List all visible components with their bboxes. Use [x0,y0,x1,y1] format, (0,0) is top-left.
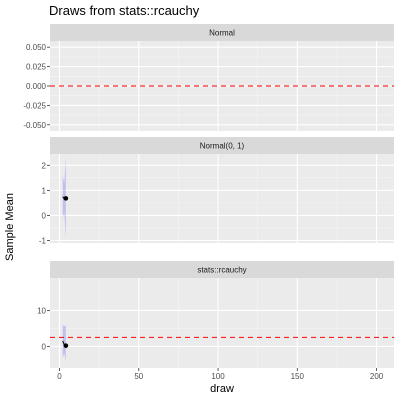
facet-strip [50,261,394,278]
facet-strip [50,137,394,154]
y-tick-label: 0.000 [26,82,47,91]
confidence-ribbon [62,324,66,361]
x-tick-label: 150 [291,372,305,381]
y-tick-label: 0.025 [26,63,47,72]
data-point [63,343,69,348]
facet-strip-label: stats::rcauchy [197,266,246,275]
y-tick-label: 0.050 [26,43,47,52]
y-tick-label: -0.025 [23,101,46,110]
chart-title: Draws from stats::rcauchy [49,3,200,18]
x-tick-label: 100 [211,372,225,381]
x-tick-label: 50 [134,372,143,381]
y-tick-label: 2 [42,161,47,170]
x-tick-label: 0 [57,372,62,381]
data-point [63,196,69,201]
y-tick-label: 1 [42,186,47,195]
facet-strip-label: Normal(0, 1) [200,142,245,151]
facet-panels: Normal -0.050 -0.025 0.000 0.025 0.050 Normal(… [23,24,394,368]
y-tick-label: -1 [39,236,47,245]
y-tick-label: 10 [37,306,46,315]
facet-strip-label: Normal [209,29,235,38]
facet-strip [50,24,394,41]
y-tick-label: 0 [42,211,47,220]
x-axis-title: draw [210,383,234,395]
x-tick-label: 200 [370,372,384,381]
y-tick-label: 0 [42,342,47,351]
facet-panel: Normal(0, 1) -1 0 1 2 [39,137,394,245]
plot-panel-background [50,278,394,368]
y-tick-label: -0.050 [23,121,46,130]
x-axis: 0 50 100 150 200 [57,368,384,381]
plot-panel-background [50,154,394,243]
y-axis-title: Sample Mean [4,193,16,261]
facet-panel: Normal -0.050 -0.025 0.000 0.025 0.050 [23,24,394,131]
